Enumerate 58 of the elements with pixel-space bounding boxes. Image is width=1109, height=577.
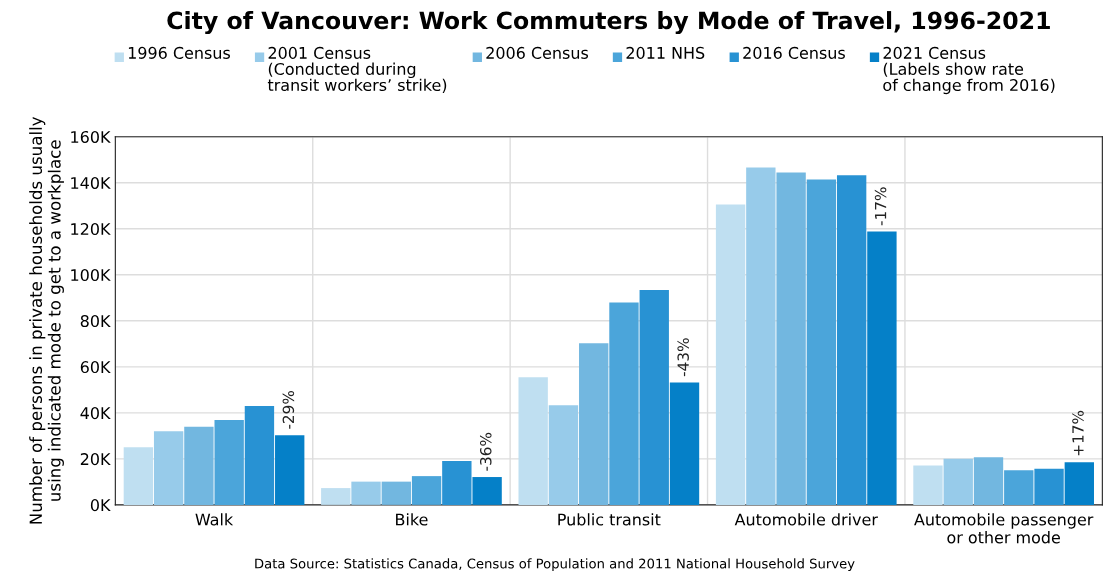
bar — [1004, 470, 1034, 505]
bar — [184, 426, 214, 505]
y-tick-label: 160K — [71, 130, 111, 144]
bar — [275, 435, 305, 505]
bar — [1064, 462, 1094, 505]
bar — [715, 204, 746, 505]
y-tick-label: 100K — [71, 269, 111, 282]
x-tick-label: Automobile passenger or other mode — [914, 513, 1094, 544]
legend-label: 2021 Census (Labels show rate of change from 2016) — [883, 46, 1055, 95]
bar — [123, 447, 154, 505]
y-tick-label: 120K — [71, 222, 111, 236]
chart-title: City of Vancouver: Work Commuters by Mode of Travel, 1996-2021 — [167, 11, 1050, 35]
legend-label: 2001 Census (Conducted during transit workers’ strike) — [267, 46, 447, 93]
bar — [153, 431, 184, 505]
bar — [836, 175, 867, 505]
bar — [776, 172, 806, 505]
bar — [472, 477, 502, 505]
bar — [321, 488, 351, 505]
y-tick-label: 20K — [80, 453, 111, 466]
bar — [548, 405, 579, 505]
annotation: +17% — [1072, 410, 1084, 456]
bar — [973, 457, 1004, 505]
y-tick-label: 80K — [80, 315, 111, 328]
bar — [746, 167, 776, 505]
bar — [609, 302, 639, 505]
y-axis-title: Number of persons in private households usually using indicated mode to get to a workplace — [29, 116, 64, 524]
bar — [411, 476, 442, 505]
annotation: -43% — [677, 338, 689, 377]
y-tick-label: 140K — [71, 176, 111, 190]
bar — [639, 289, 669, 505]
annotation: -17% — [874, 187, 887, 226]
bar — [806, 179, 837, 505]
bar — [669, 382, 700, 505]
y-tick-label: 0K — [90, 499, 111, 512]
legend-label: 2011 NHS — [626, 46, 705, 59]
annotation: -29% — [282, 390, 295, 429]
x-tick-label: Automobile driver — [734, 513, 878, 526]
bar — [214, 419, 244, 505]
bar — [351, 481, 381, 505]
y-tick-label: 40K — [80, 407, 111, 420]
bar — [913, 465, 943, 505]
bar — [518, 377, 548, 505]
legend-label: 1996 Census — [128, 46, 230, 59]
bar — [867, 231, 897, 505]
legend-label: 2016 Census — [743, 46, 845, 59]
x-tick-label: Bike — [396, 513, 428, 526]
annotation: -36% — [479, 432, 492, 471]
legend-label: 2006 Census — [486, 46, 589, 59]
x-tick-label: Walk — [195, 513, 234, 526]
source-note: Data Source: Statistics Canada, Census of Population and 2011 National Household Survey — [255, 558, 855, 572]
bar — [381, 481, 411, 505]
bar — [442, 460, 472, 505]
bar — [244, 405, 275, 505]
bar — [943, 458, 973, 505]
bar — [1034, 468, 1064, 505]
y-tick-label: 60K — [80, 361, 111, 374]
x-tick-label: Public transit — [558, 513, 661, 526]
bar — [579, 343, 609, 505]
